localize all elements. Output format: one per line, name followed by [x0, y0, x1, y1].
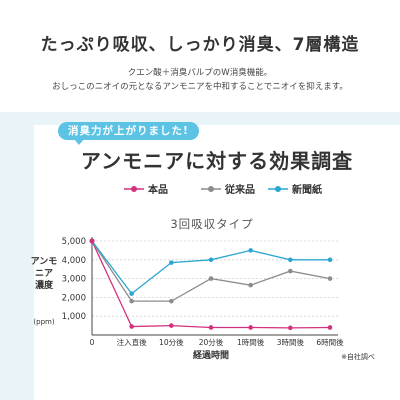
- legend-label: 新聞紙: [292, 183, 322, 196]
- series-line: [91, 240, 331, 302]
- headline: たっぷり吸収、しっかり消臭、7層構造: [40, 35, 360, 55]
- x-tick-label: 3時間後: [277, 337, 305, 347]
- legend-marker: [275, 186, 281, 192]
- x-tick-label: 20分後: [199, 337, 224, 347]
- data-point: [169, 260, 174, 265]
- data-point: [129, 298, 134, 304]
- data-point: [169, 298, 174, 304]
- data-point: [327, 276, 333, 281]
- y-tick-label: 4,000: [62, 256, 86, 266]
- legend-marker: [131, 186, 137, 192]
- data-point: [248, 248, 253, 253]
- data-point: [129, 291, 134, 296]
- data-point: [288, 268, 293, 274]
- data-point: [248, 282, 253, 288]
- data-point: [327, 325, 333, 330]
- y-tick-label: 5,000: [62, 237, 86, 247]
- callout-badge: 消臭力が上がりました!: [58, 122, 199, 145]
- data-point: [327, 257, 333, 263]
- chart-subtitle: 3回吸収タイプ: [170, 217, 253, 231]
- legend-label: 本品: [148, 183, 168, 196]
- x-tick-label: 1時間後: [237, 337, 265, 347]
- data-point: [129, 324, 134, 329]
- data-point: [208, 276, 214, 281]
- data-point: [208, 325, 214, 330]
- y-tick-label: 3,000: [62, 275, 86, 285]
- x-tick-label: 10分後: [159, 337, 184, 347]
- y-tick-label: 1,000: [62, 312, 86, 322]
- data-point: [288, 257, 293, 263]
- source-note: ※自社調べ: [341, 352, 375, 361]
- data-point: [89, 238, 95, 244]
- y-axis-label: 濃度: [35, 279, 54, 291]
- x-tick-label: 0: [90, 338, 95, 347]
- y-axis-label: ニア: [35, 268, 53, 279]
- x-tick-label: 6時間後: [316, 337, 344, 347]
- legend-label: 従来品: [224, 183, 255, 196]
- series-line: [91, 240, 330, 295]
- data-point: [208, 257, 214, 263]
- description-line-1: クエン酸＋消臭パルプのW消臭機能。: [127, 68, 273, 78]
- y-tick-label: 2,000: [62, 293, 86, 303]
- chart-card: [34, 125, 400, 400]
- y-axis-label: アンモ: [31, 256, 58, 267]
- data-point: [248, 325, 253, 330]
- series-line: [91, 240, 331, 329]
- data-point: [288, 325, 293, 331]
- description-line-2: おしっこのニオイの元となるアンモニアを中和することでニオイを抑えます。: [52, 82, 348, 92]
- x-tick-label: 注入直後: [117, 337, 147, 347]
- data-point: [169, 323, 174, 328]
- y-axis-unit: (ppm): [33, 318, 54, 326]
- chart-title: アンモニアに対する効果調査: [80, 149, 354, 173]
- legend-marker: [208, 186, 214, 192]
- x-axis-label: 経過時間: [193, 349, 229, 361]
